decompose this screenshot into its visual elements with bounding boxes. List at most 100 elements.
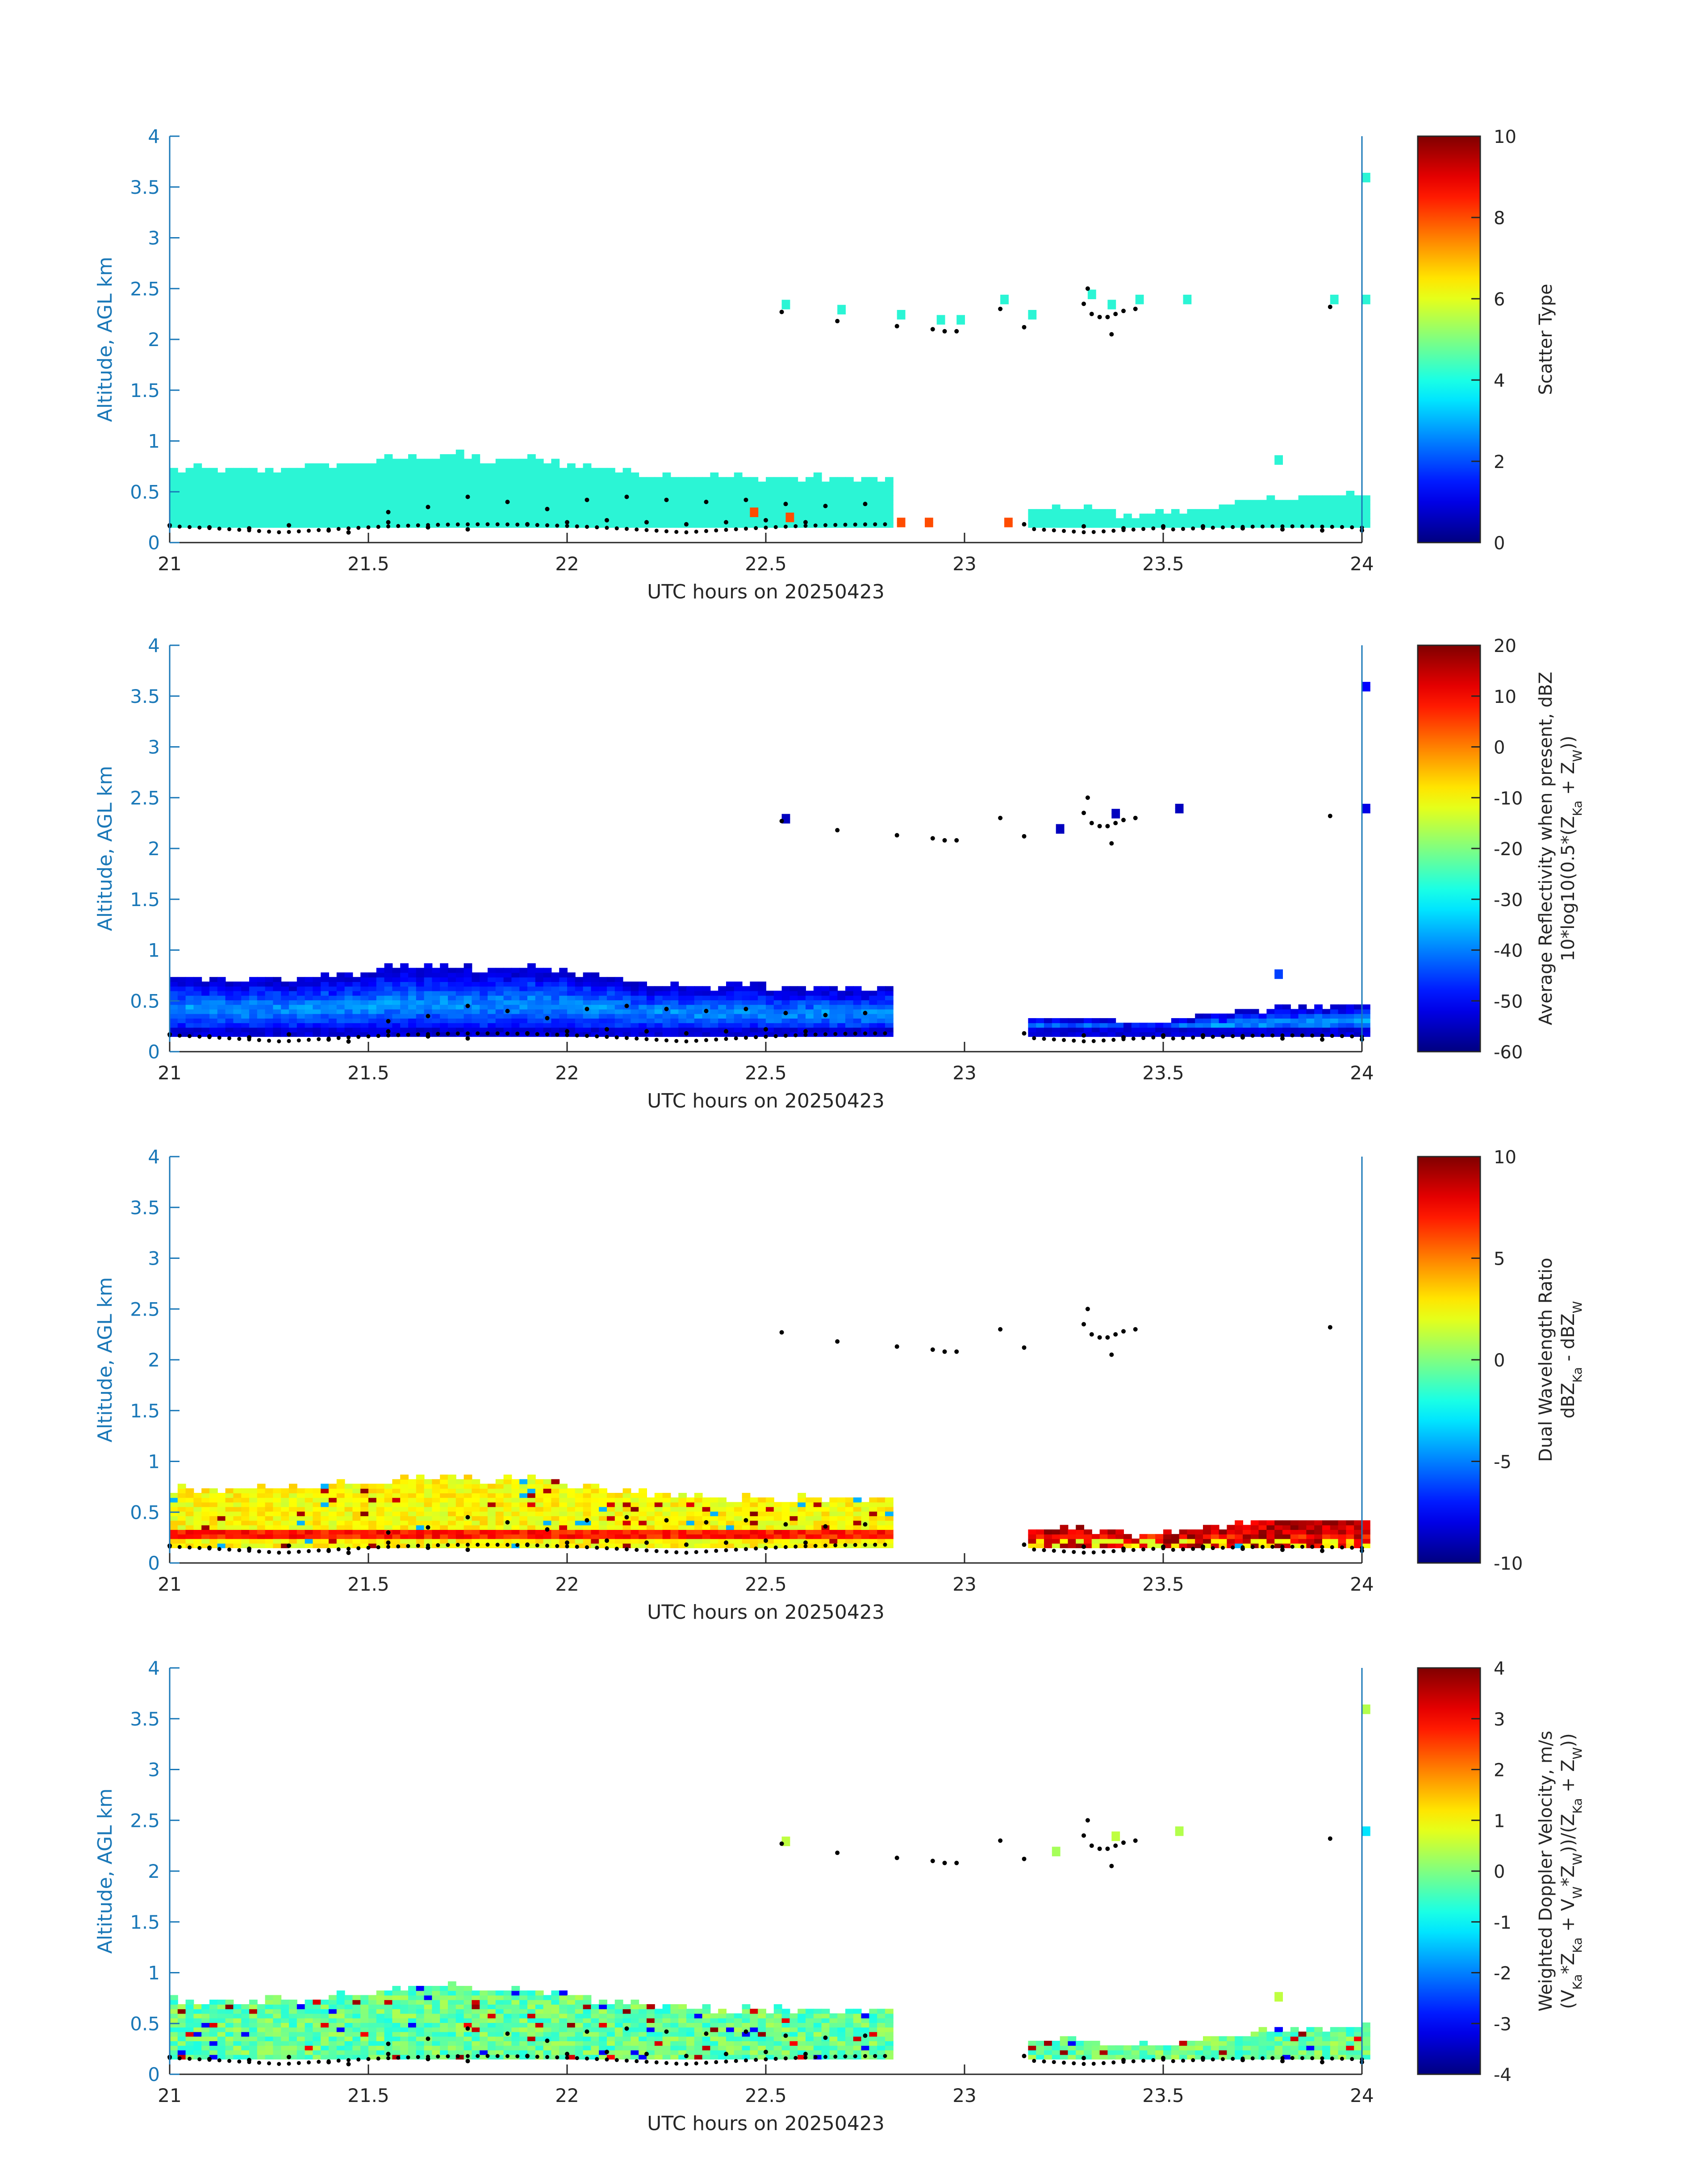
heatmap-cell	[567, 1538, 576, 1544]
heatmap-cell	[503, 504, 512, 510]
heatmap-cell	[1274, 1529, 1283, 1535]
heatmap-cell	[622, 999, 631, 1005]
heatmap-cell	[567, 463, 576, 468]
heatmap-cell	[225, 472, 234, 478]
heatmap-cell	[813, 486, 822, 491]
heatmap-cell	[344, 477, 353, 482]
heatmap-cell	[567, 1023, 576, 1028]
heatmap-cell	[1044, 1023, 1052, 1028]
heatmap-cell	[344, 500, 353, 505]
heatmap-cell	[869, 1497, 878, 1503]
boundary-dot	[386, 1029, 391, 1034]
heatmap-cell	[766, 1534, 774, 1539]
heatmap-cell	[1346, 1004, 1355, 1010]
heatmap-cell	[853, 999, 862, 1005]
heatmap-cell	[257, 977, 266, 982]
heatmap-cell	[535, 477, 544, 482]
heatmap-cell	[543, 1027, 552, 1032]
heatmap-cell	[488, 1032, 496, 1037]
heatmap-cell	[313, 1516, 322, 1521]
heatmap-cell	[559, 495, 568, 501]
boundary-dot	[1280, 527, 1285, 532]
heatmap-cell	[845, 1009, 854, 1014]
heatmap-cell	[654, 1520, 663, 1525]
heatmap-cell	[543, 1502, 552, 1507]
heatmap-cell	[1322, 1032, 1331, 1037]
heatmap-cell	[527, 1520, 536, 1525]
heatmap-cell	[289, 514, 297, 519]
heatmap-cell	[233, 522, 242, 528]
heatmap-cell	[464, 1493, 472, 1498]
heatmap-cell	[424, 1538, 433, 1544]
heatmap-cell	[806, 1506, 814, 1512]
heatmap-cell	[845, 1497, 854, 1503]
heatmap-cell	[591, 982, 600, 987]
heatmap-cell	[710, 486, 719, 491]
boundary-dot	[624, 1003, 629, 1008]
heatmap-cell	[281, 1013, 289, 1019]
heatmap-cell	[329, 477, 337, 482]
heatmap-cell	[464, 1009, 472, 1014]
heatmap-cell	[177, 509, 186, 514]
heatmap-cell	[233, 1488, 242, 1494]
colorbar-label-subscript: W	[1570, 750, 1585, 762]
heatmap-cell	[503, 1534, 512, 1539]
heatmap-cell	[519, 463, 528, 468]
heatmap-cell	[241, 1525, 250, 1530]
heatmap-cell	[583, 1013, 592, 1019]
heatmap-cell	[1171, 1032, 1180, 1037]
heatmap-cell	[559, 982, 568, 987]
heatmap-cell	[336, 1506, 345, 1512]
heatmap-cell	[360, 518, 369, 523]
heatmap-cell	[360, 986, 369, 991]
heatmap-cell	[527, 1023, 536, 1028]
heatmap-cell	[622, 1023, 631, 1028]
heatmap-cell	[647, 986, 655, 991]
heatmap-cell	[821, 1511, 830, 1517]
boundary-dot	[1082, 1544, 1086, 1549]
heatmap-cell	[201, 1506, 210, 1512]
heatmap-cell	[495, 1511, 504, 1517]
heatmap-cell	[336, 1502, 345, 1507]
heatmap-cell	[1068, 518, 1077, 523]
heatmap-cell	[567, 990, 576, 996]
heatmap-cell	[575, 1497, 584, 1503]
heatmap-cell	[519, 1520, 528, 1525]
colorbar-label: Dual Wavelength Ratio dBZKa - dBZW	[1536, 1258, 1585, 1462]
heatmap-cell	[1028, 1534, 1037, 1539]
heatmap-cell	[217, 986, 226, 991]
heatmap-cell	[170, 1511, 178, 1517]
heatmap-cell	[296, 477, 305, 482]
heatmap-cell	[336, 1013, 345, 1019]
heatmap-cell	[503, 1538, 512, 1544]
heatmap-cell	[1107, 509, 1116, 514]
heatmap-cell	[766, 522, 774, 528]
heatmap-cell	[639, 1543, 647, 1548]
heatmap-cell	[1354, 1534, 1362, 1539]
heatmap-cell	[360, 999, 369, 1005]
heatmap-cell	[885, 1534, 894, 1539]
heatmap-cell	[614, 518, 623, 523]
heatmap-cell	[1044, 1534, 1052, 1539]
heatmap-cell	[313, 1493, 322, 1498]
heatmap-cell	[201, 1032, 210, 1037]
heatmap-cell	[789, 1004, 798, 1010]
x-tick-label: 24	[1350, 1573, 1374, 1595]
boundary-dot	[1042, 527, 1046, 532]
heatmap-cell	[591, 1534, 600, 1539]
heatmap-cell	[647, 514, 655, 519]
x-tick-label: 23.5	[1142, 1573, 1184, 1595]
heatmap-cell	[273, 1023, 282, 1028]
heatmap-cell	[543, 481, 552, 487]
heatmap-cell	[742, 518, 751, 523]
heatmap-cell	[217, 477, 226, 482]
heatmap-cell	[352, 1023, 361, 1028]
heatmap-cell	[170, 986, 178, 991]
heatmap-cell	[313, 977, 322, 982]
heatmap-cell	[170, 1013, 178, 1019]
heatmap-cell	[718, 1018, 727, 1024]
heatmap-cell	[877, 504, 885, 510]
heatmap-cell	[321, 1525, 329, 1530]
heatmap-cell	[766, 999, 774, 1005]
heatmap-cell	[352, 509, 361, 514]
